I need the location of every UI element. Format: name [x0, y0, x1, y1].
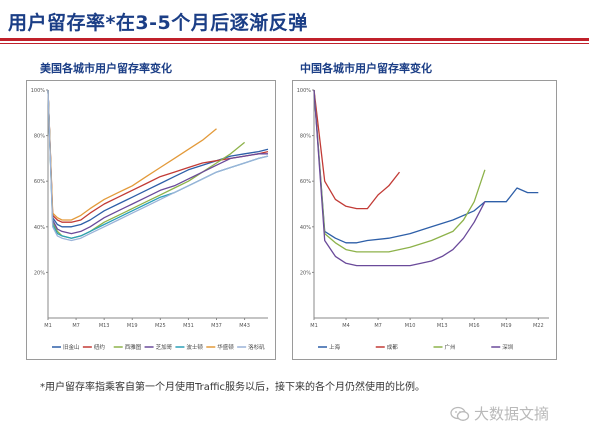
legend-label: 西雅图 — [125, 343, 142, 351]
x-tick-label: M22 — [533, 323, 544, 329]
x-tick-label: M7 — [374, 323, 382, 329]
y-tick-label: 20% — [300, 270, 311, 276]
series-line-3 — [313, 89, 486, 253]
title-divider — [0, 38, 589, 41]
series-line-6 — [47, 89, 217, 221]
chart-us: 20% 40% 60% 80% 100% M1 M7 M13 M19 M25 M31 M37 M43 旧金… — [26, 80, 276, 360]
y-tick-label: 20% — [34, 270, 45, 276]
x-tick-label: M7 — [72, 323, 80, 329]
series-line-1 — [313, 89, 539, 244]
x-tick-label: M1 — [310, 323, 318, 329]
x-tick-label: M37 — [211, 323, 222, 329]
brand-watermark: 大数据文摘 — [450, 403, 549, 424]
y-tick-label: 80% — [300, 134, 311, 140]
chart-us-svg: 20% 40% 60% 80% 100% M1 M7 M13 M19 M25 M31 M37 M43 旧金… — [26, 80, 276, 360]
x-tick-label: M25 — [155, 323, 166, 329]
legend-label: 纽约 — [94, 343, 106, 351]
y-tick-label: 100% — [297, 88, 312, 94]
x-tick-label: M13 — [437, 323, 448, 329]
series-line-4 — [47, 89, 268, 235]
legend-label: 成都 — [387, 343, 399, 351]
chart-title-cn: 中国各城市用户留存率变化 — [300, 62, 432, 75]
legend-label: 深圳 — [502, 343, 514, 351]
x-tick-label: M31 — [183, 323, 194, 329]
y-tick-label: 100% — [31, 88, 46, 94]
legend-label: 旧金山 — [63, 343, 80, 351]
y-tick-label: 60% — [300, 179, 311, 185]
brand-name: 大数据文摘 — [474, 405, 550, 423]
chart-cn: 20% 40% 60% 80% 100% M1 M4 M7 M10 M13 M16 M19 M22 上海 成… — [292, 80, 557, 360]
y-tick-label: 40% — [34, 225, 45, 231]
wechat-icon — [450, 406, 470, 421]
footnote: *用户留存率指乘客自第一个月使用Traffic服务以后，接下来的各个月仍然使用的… — [40, 382, 426, 393]
series-line-7 — [47, 89, 269, 242]
page-title: 用户留存率*在3-5个月后逐渐反弹 — [8, 12, 308, 34]
chart-frame — [292, 80, 557, 360]
y-tick-label: 80% — [34, 134, 45, 140]
x-tick-label: M10 — [405, 323, 416, 329]
x-tick-label: M16 — [469, 323, 480, 329]
x-tick-label: M19 — [127, 323, 138, 329]
series-line-1 — [47, 89, 269, 228]
chart-title-us: 美国各城市用户留存率变化 — [40, 62, 172, 75]
series-line-4 — [313, 89, 486, 267]
legend-label: 上海 — [329, 343, 341, 351]
x-tick-label: M4 — [342, 323, 350, 329]
x-tick-label: M19 — [501, 323, 512, 329]
title-divider-thin — [0, 43, 589, 44]
legend-label: 波士顿 — [186, 343, 203, 351]
x-tick-label: M13 — [99, 323, 110, 329]
chart-cn-svg: 20% 40% 60% 80% 100% M1 M4 M7 M10 M13 M16 M19 M22 上海 成… — [292, 80, 557, 360]
series-line-2 — [313, 89, 401, 210]
legend-label: 洛杉矶 — [248, 343, 265, 351]
series-line-2 — [47, 89, 269, 223]
y-tick-label: 40% — [300, 225, 311, 231]
legend-label: 芝加哥 — [156, 343, 173, 351]
x-tick-label: M1 — [44, 323, 52, 329]
y-tick-label: 60% — [34, 179, 45, 185]
legend-label: 广州 — [445, 343, 456, 351]
x-tick-label: M43 — [239, 323, 250, 329]
legend-label: 华盛顿 — [217, 343, 234, 351]
